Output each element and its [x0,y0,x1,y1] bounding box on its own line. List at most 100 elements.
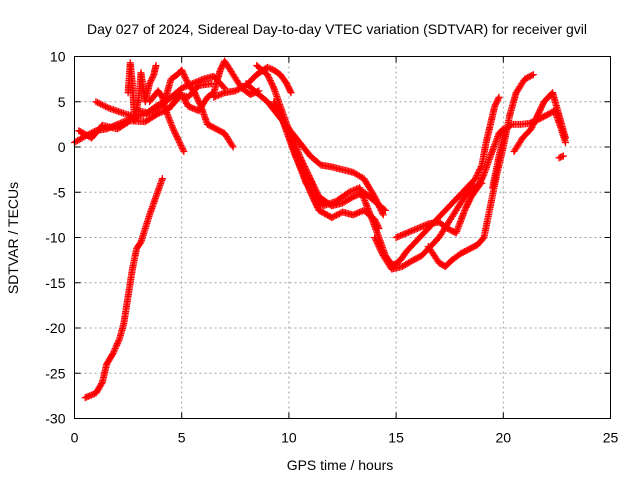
x-tick-label: 5 [178,430,186,446]
data-point [158,175,166,183]
data-point [271,101,279,109]
grid-lines [74,56,611,419]
data-point [219,83,227,91]
data-point [310,182,318,190]
data-point [371,194,379,202]
data-point [280,120,288,128]
data-point [103,103,111,111]
data-point [538,102,546,110]
data-point [461,206,469,214]
data-point [283,125,291,133]
data-point [149,72,157,80]
data-point [263,71,271,79]
data-point [329,213,337,221]
data-point [179,69,187,77]
data-point [534,111,542,119]
data-point [193,95,201,103]
data-point [477,176,485,184]
data-point [379,250,387,258]
data-point [313,202,321,210]
data-point [147,77,155,85]
data-point [534,110,542,118]
data-point [536,107,544,115]
data-point [109,349,117,357]
data-point [477,163,485,171]
data-point [491,102,499,110]
data-point [98,101,106,109]
data-point [234,85,242,93]
data-point [179,146,187,154]
data-point [529,71,537,79]
data-point [146,78,154,86]
data-point [465,197,473,205]
data-point [474,182,482,190]
data-point [283,81,291,89]
data-point [535,108,543,116]
plot-frame [74,56,611,419]
data-point [216,66,224,74]
data-point [279,116,287,124]
data-point [236,85,244,93]
data-point [284,128,292,136]
data-point [283,80,291,88]
data-point [265,64,273,72]
data-point [474,184,482,192]
x-tick-label: 25 [603,430,619,446]
y-tick-label: 10 [50,49,66,65]
data-point [183,77,191,85]
data-point [178,145,186,153]
data-point [268,80,276,88]
y-tick-label: 5 [58,94,66,110]
data-point [492,99,500,107]
data-point [94,99,102,107]
data-point [376,205,384,213]
data-point [111,346,119,354]
data-point [181,72,189,80]
data-point [273,104,281,112]
data-point [172,131,180,139]
data-point [532,114,540,122]
data-point [332,211,340,219]
data-point [274,107,282,115]
data-point [375,243,383,251]
data-point [113,340,121,348]
data-point [537,104,545,112]
x-tick-label: 20 [496,430,512,446]
data-point [309,181,317,189]
data-point [495,93,503,101]
data-point [287,89,295,97]
data-point [559,152,567,160]
data-point [114,338,122,346]
x-axis-label: GPS time / hours [287,457,394,473]
data-point [110,348,118,356]
x-tick-label: 10 [281,430,297,446]
data-point [272,102,280,110]
data-point [217,65,225,73]
data-point [276,110,284,118]
data-point [474,169,482,177]
data-point [539,101,547,109]
data-point [464,200,472,208]
data-point [463,202,471,210]
data-point [479,172,487,180]
data-point [475,181,483,189]
data-point [313,203,321,211]
y-tick-label: -15 [45,275,65,291]
data-point [180,148,188,156]
y-tick-label: -10 [45,230,65,246]
data-point [472,173,480,181]
data-point [176,140,184,148]
data-point [531,116,539,124]
data-point [177,141,185,149]
data-point [115,336,123,344]
data-point [283,126,291,134]
data-point [371,235,379,243]
data-point [285,84,293,92]
data-point [92,98,100,106]
data-point [275,108,283,116]
data-point [174,135,182,143]
data-point [478,175,486,183]
data-point [536,105,544,113]
data-point [528,71,536,79]
data-point [239,83,247,91]
